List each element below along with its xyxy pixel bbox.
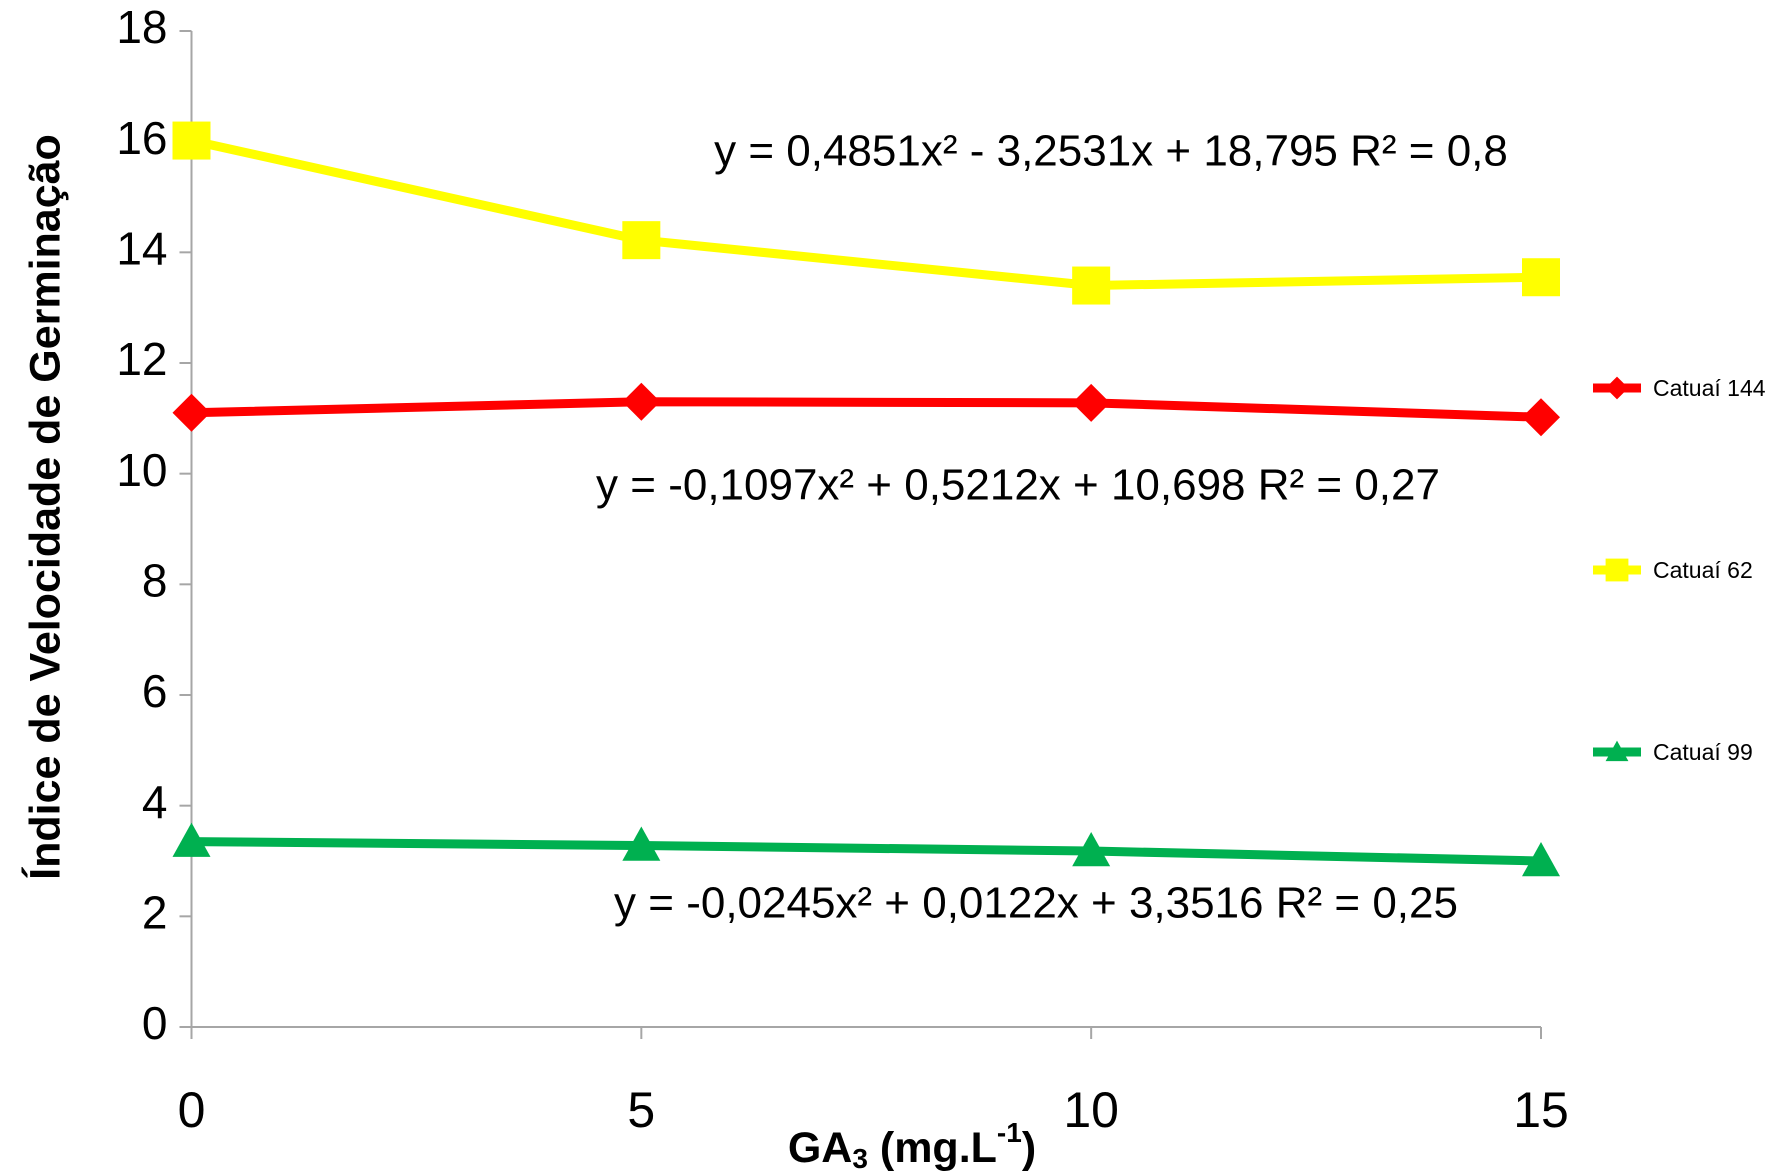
legend-marker (1605, 558, 1629, 582)
legend-marker (1605, 740, 1629, 762)
data-point (1072, 832, 1111, 867)
data-point (1522, 258, 1560, 297)
trendline-equation: y = -0,1097x² + 0,5212x + 10,698 R² = 0,… (596, 461, 1440, 510)
x-tick-label: 15 (1513, 1082, 1569, 1138)
y-tick-label: 4 (142, 776, 168, 828)
x-label-part: GA (788, 1124, 853, 1172)
data-point (622, 826, 661, 861)
series-line (190, 136, 1542, 291)
legend-label: Catuaí 99 (1653, 739, 1753, 765)
data-point (1072, 266, 1111, 305)
x-axis-label: GA3 (mg.L-1) (788, 1117, 1036, 1174)
y-axis-label: Índice de Velocidade de Germinação (21, 134, 69, 880)
y-tick-label: 10 (116, 444, 167, 496)
trendline-equation: y = 0,4851x² - 3,2531x + 18,795 R² = 0,8 (714, 127, 1508, 176)
x-tick-label: 10 (1063, 1082, 1119, 1138)
y-tick-label: 8 (142, 554, 168, 606)
x-tick-label: 5 (627, 1082, 655, 1138)
trendline-equation: y = -0,0245x² + 0,0122x + 3,3516 R² = 0,… (614, 879, 1458, 928)
data-point (1072, 383, 1111, 422)
x-label-part: ) (1022, 1124, 1036, 1172)
data-point (172, 393, 211, 432)
y-tick-label: 16 (116, 112, 167, 164)
x-tick-label: 0 (178, 1082, 206, 1138)
legend-label: Catuaí 62 (1653, 557, 1753, 583)
data-point (622, 382, 661, 421)
series-line (191, 397, 1542, 422)
y-tick-label: 18 (116, 1, 167, 53)
y-tick-label: 6 (142, 665, 168, 717)
y-tick-label: 2 (142, 886, 168, 938)
legend-marker (1605, 376, 1629, 400)
series-line (191, 837, 1542, 866)
y-tick-label: 12 (116, 333, 167, 385)
data-point (1522, 842, 1560, 877)
y-tick-label: 0 (142, 997, 168, 1049)
x-label-part: (mg.L (868, 1124, 997, 1172)
x-label-sub: 3 (852, 1143, 868, 1174)
data-point (172, 822, 211, 857)
data-point (622, 221, 661, 260)
data-point (1522, 398, 1560, 437)
x-label-sup: -1 (997, 1117, 1022, 1148)
y-tick-label: 14 (116, 222, 167, 274)
data-point (172, 121, 211, 160)
legend-label: Catuaí 144 (1653, 375, 1766, 401)
